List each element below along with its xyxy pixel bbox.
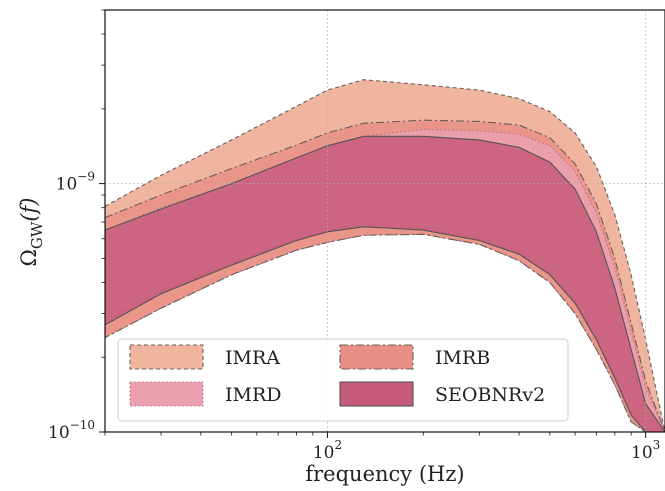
legend-label: SEOBNRv2 <box>435 384 545 406</box>
axes-frame <box>104 9 665 433</box>
y-tick-label: 10−10 <box>48 418 95 443</box>
x-axis-label: frequency (Hz) <box>305 462 464 486</box>
axis-ticks: 102 103 10−10 10−9 <box>48 9 660 463</box>
legend-label: IMRA <box>225 347 280 369</box>
legend-swatch <box>129 381 204 407</box>
legend-box <box>117 338 569 422</box>
y-axis-label-rest: (f) <box>17 198 41 222</box>
x-tick-label: 102 <box>313 438 342 463</box>
legend: IMRA IMRB IMRD SEOBNRv2 <box>117 338 569 422</box>
y-axis-label-main: Ω <box>17 249 41 266</box>
legend-swatch <box>129 344 204 370</box>
plot-frame <box>104 9 665 433</box>
legend-label: IMRB <box>435 347 490 369</box>
y-axis-label-sub: GW <box>28 221 46 249</box>
plot-area <box>105 79 665 432</box>
legend-swatch <box>339 381 414 407</box>
y-axis-label: ΩGW(f) <box>17 198 46 267</box>
legend-swatch <box>339 344 414 370</box>
legend-label: IMRD <box>225 384 282 406</box>
band-seobnrv2 <box>105 135 665 432</box>
y-tick-label: 10−9 <box>56 170 95 195</box>
x-tick-label: 103 <box>631 438 660 463</box>
